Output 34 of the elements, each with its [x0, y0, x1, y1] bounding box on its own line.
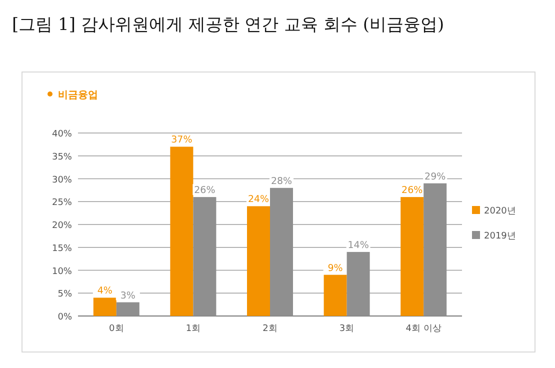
bar — [93, 298, 116, 316]
legend-label: 2020년 — [484, 206, 516, 216]
y-tick-label: 20% — [52, 221, 72, 231]
x-tick-label: 2회 — [262, 324, 278, 334]
chart-subtitle: 비금융업 — [58, 90, 98, 101]
y-tick-label: 40% — [52, 130, 72, 140]
data-label: 3% — [120, 290, 136, 302]
data-label: 4% — [97, 286, 112, 297]
bar — [247, 206, 270, 316]
chart-title: [그림 1] 감사위원에게 제공한 연간 교육 회수 (비금융업) — [12, 15, 444, 35]
data-label: 28% — [270, 176, 292, 187]
data-label: 26% — [194, 185, 216, 196]
y-tick-label: 5% — [58, 290, 72, 300]
y-tick-label: 30% — [52, 175, 72, 186]
x-tick-label: 1회 — [186, 324, 201, 334]
y-tick-label: 10% — [52, 266, 72, 277]
data-label: 37% — [171, 134, 192, 146]
legend-label: 2019년 — [484, 232, 516, 242]
bar — [400, 197, 424, 316]
x-tick-label: 0회 — [109, 324, 124, 334]
data-label: 29% — [424, 171, 446, 182]
x-tick-label: 4회 이상 — [406, 324, 442, 334]
x-tick-label: 3회 — [339, 324, 354, 334]
bar — [170, 146, 194, 316]
data-label: 24% — [248, 194, 270, 206]
y-tick-label: 25% — [52, 198, 72, 208]
bar — [116, 302, 140, 316]
y-tick-label: 15% — [52, 244, 72, 254]
data-label: 9% — [328, 262, 343, 274]
bar — [324, 274, 347, 316]
data-label: 14% — [348, 240, 369, 251]
y-tick-label: 0% — [58, 312, 72, 322]
data-label: 26% — [402, 185, 423, 196]
y-tick-label: 35% — [52, 152, 72, 162]
